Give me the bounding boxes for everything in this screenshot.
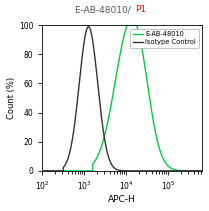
Text: P1: P1 [135, 5, 146, 14]
Legend: E-AB-48010, Isotype Control: E-AB-48010, Isotype Control [130, 28, 199, 48]
Text: E-AB-48010/: E-AB-48010/ [75, 5, 134, 14]
X-axis label: APC-H: APC-H [108, 195, 136, 204]
Y-axis label: Count (%): Count (%) [7, 77, 16, 119]
